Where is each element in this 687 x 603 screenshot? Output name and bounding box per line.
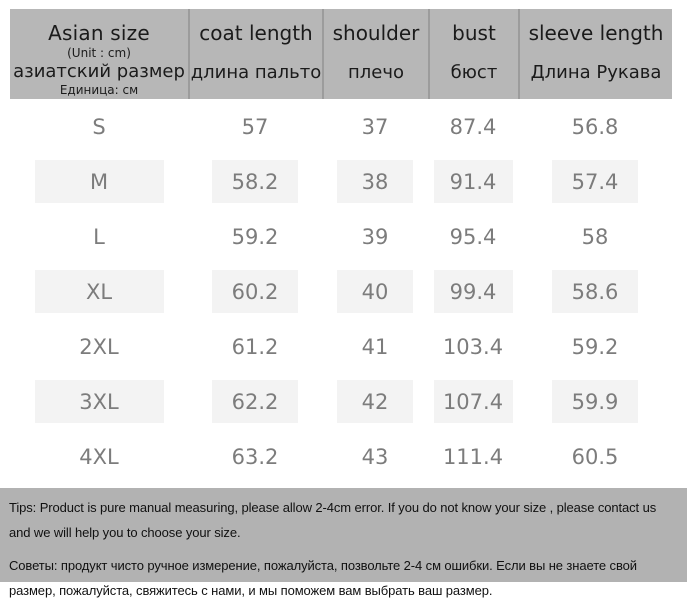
coat-length-value: 59.2	[231, 224, 279, 249]
table-row-s: S 57 37 87.4 56.8	[10, 99, 672, 154]
shoulder-value: 40	[337, 270, 413, 313]
size-value: M	[34, 160, 164, 203]
sleeve-length-value: 60.5	[571, 444, 619, 469]
shoulder-value: 43	[361, 444, 389, 469]
sleeve-length-value: 57.4	[552, 160, 638, 203]
tips-section: Tips: Product is pure manual measuring, …	[0, 488, 687, 598]
coat-length-value: 57	[241, 114, 269, 139]
header-coat-length-ru: длина пальто	[190, 62, 322, 83]
table-header-row: Asian size (Unit : cm) азиатский размер …	[10, 9, 672, 99]
bust-value: 107.4	[433, 380, 513, 423]
table-row-l: L 59.2 39 95.4 58	[10, 209, 672, 264]
tips-text-ru: Советы: продукт чисто ручное измерение, …	[9, 558, 637, 598]
header-shoulder-en: shoulder	[332, 21, 420, 45]
coat-length-value: 61.2	[231, 334, 279, 359]
sleeve-length-value: 58	[581, 224, 609, 249]
header-size-label-en: Asian size	[48, 21, 150, 45]
header-bust-column: bust бюст	[428, 9, 518, 99]
header-bust-ru: бюст	[450, 62, 498, 83]
bust-value: 103.4	[442, 334, 504, 359]
header-sleeve-length-ru: Длина Рукава	[530, 62, 662, 83]
header-sleeve-length-column: sleeve length Длина Рукава	[518, 9, 672, 99]
tips-text-en: Tips: Product is pure manual measuring, …	[9, 500, 657, 540]
header-shoulder-column: shoulder плечо	[322, 9, 428, 99]
header-sleeve-length-en: sleeve length	[528, 21, 664, 45]
size-value: L	[93, 224, 105, 249]
coat-length-value: 60.2	[212, 270, 298, 313]
bust-value: 87.4	[449, 114, 497, 139]
header-unit-label-en: (Unit : cm)	[67, 46, 131, 60]
header-size-column: Asian size (Unit : cm) азиатский размер …	[10, 9, 188, 99]
size-value: S	[92, 114, 106, 139]
bust-value: 111.4	[442, 444, 504, 469]
table-row-2xl: 2XL 61.2 41 103.4 59.2	[10, 319, 672, 374]
size-chart-table: Asian size (Unit : cm) азиатский размер …	[10, 9, 672, 484]
table-row-xl: XL 60.2 40 99.4 58.6	[10, 264, 672, 319]
shoulder-value: 39	[361, 224, 389, 249]
size-value: 4XL	[79, 444, 119, 469]
table-row-m: M 58.2 38 91.4 57.4	[10, 154, 672, 209]
size-value: 2XL	[79, 334, 119, 359]
coat-length-value: 63.2	[231, 444, 279, 469]
bust-value: 95.4	[449, 224, 497, 249]
shoulder-value: 37	[361, 114, 389, 139]
header-unit-label-ru: Единица: см	[59, 83, 139, 97]
coat-length-value: 58.2	[212, 160, 298, 203]
sleeve-length-value: 59.9	[552, 380, 638, 423]
sleeve-length-value: 56.8	[571, 114, 619, 139]
header-shoulder-ru: плечо	[348, 62, 404, 83]
header-coat-length-en: coat length	[199, 21, 313, 45]
size-value: XL	[34, 270, 164, 313]
size-value: 3XL	[34, 380, 164, 423]
sleeve-length-value: 59.2	[571, 334, 619, 359]
table-row-4xl: 4XL 63.2 43 111.4 60.5	[10, 429, 672, 484]
header-coat-length-column: coat length длина пальто	[188, 9, 322, 99]
bust-value: 91.4	[433, 160, 513, 203]
coat-length-value: 62.2	[212, 380, 298, 423]
sleeve-length-value: 58.6	[552, 270, 638, 313]
bust-value: 99.4	[433, 270, 513, 313]
header-bust-en: bust	[452, 21, 496, 45]
header-size-label-ru: азиатский размер	[13, 61, 185, 82]
shoulder-value: 42	[337, 380, 413, 423]
table-body: S 57 37 87.4 56.8 M 58.2 38 91.4 57.4 L …	[10, 99, 672, 484]
table-row-3xl: 3XL 62.2 42 107.4 59.9	[10, 374, 672, 429]
shoulder-value: 38	[337, 160, 413, 203]
shoulder-value: 41	[361, 334, 389, 359]
